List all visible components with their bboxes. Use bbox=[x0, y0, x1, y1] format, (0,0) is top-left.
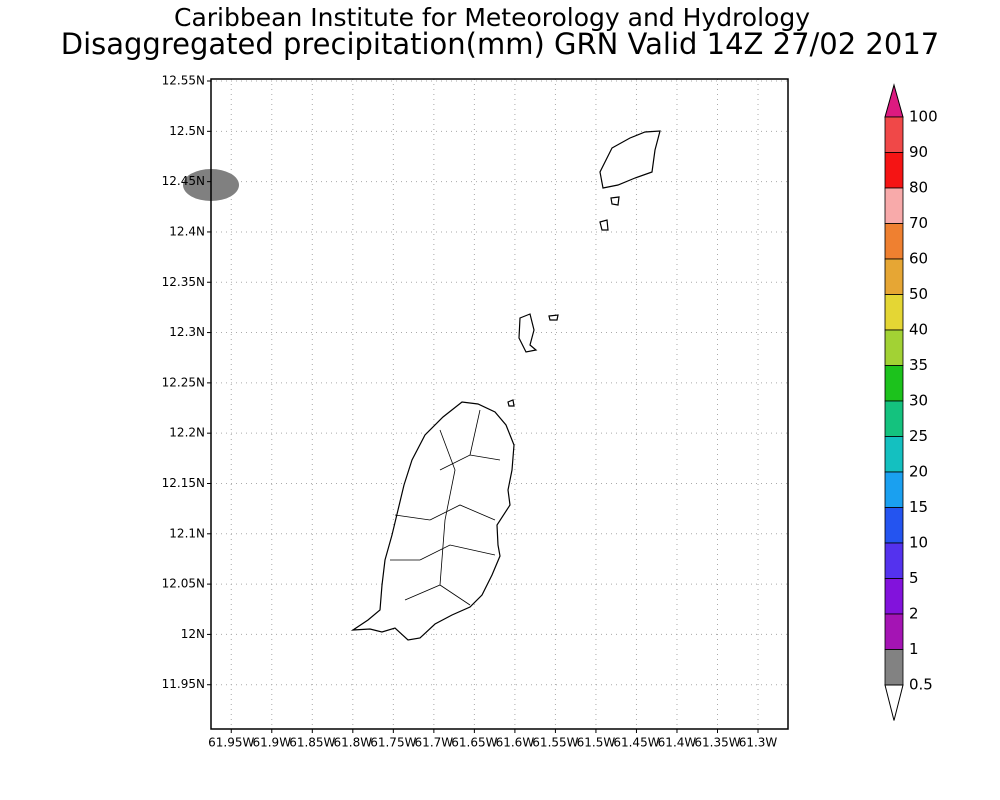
x-tick-label: 61.45W bbox=[613, 736, 659, 750]
colorbar-box bbox=[884, 116, 904, 153]
x-tick-label: 61.8W bbox=[334, 736, 373, 750]
colorbar-label: 100 bbox=[909, 108, 938, 126]
x-tick-label: 61.6W bbox=[496, 736, 535, 750]
colorbar-box bbox=[884, 152, 904, 189]
y-tick-label: 12.2N bbox=[169, 426, 205, 440]
x-tick-label: 61.55W bbox=[532, 736, 578, 750]
colorbar-box bbox=[884, 400, 904, 437]
y-tick-label: 12.4N bbox=[169, 224, 205, 238]
colorbar-triangle bbox=[884, 83, 904, 118]
colorbar-label: 70 bbox=[909, 214, 928, 232]
colorbar-label: 25 bbox=[909, 427, 928, 445]
colorbar-box bbox=[884, 187, 904, 224]
colorbar-box bbox=[884, 294, 904, 331]
x-tick-label: 61.5W bbox=[577, 736, 616, 750]
islet bbox=[548, 314, 559, 321]
colorbar-label: 15 bbox=[909, 498, 928, 516]
colorbar-box bbox=[884, 471, 904, 508]
x-tick-label: 61.4W bbox=[658, 736, 697, 750]
islet bbox=[507, 399, 515, 407]
x-tick-label: 61.85W bbox=[289, 736, 335, 750]
colorbar: 100 90 80 70 60 50 40 35 30 25 20 15 10 5 2 1 0.5 bbox=[884, 83, 938, 721]
islet bbox=[518, 313, 538, 353]
colorbar-box bbox=[884, 542, 904, 579]
y-tick-label: 11.95N bbox=[162, 677, 205, 691]
carriacou bbox=[599, 130, 661, 189]
ticks: 61.95W61.9W61.85W61.8W61.75W61.7W61.65W6… bbox=[162, 74, 778, 750]
colorbar-box bbox=[884, 578, 904, 615]
y-tick-label: 12.3N bbox=[169, 325, 205, 339]
colorbar-box bbox=[884, 365, 904, 402]
x-tick-label: 61.65W bbox=[451, 736, 497, 750]
y-tick-label: 12.5N bbox=[169, 124, 205, 138]
colorbar-label: 35 bbox=[909, 356, 928, 374]
y-tick-label: 12N bbox=[181, 627, 205, 641]
colorbar-label: 10 bbox=[909, 534, 928, 552]
x-tick-label: 61.3W bbox=[739, 736, 778, 750]
colorbar-box bbox=[884, 649, 904, 686]
colorbar-label: 90 bbox=[909, 143, 928, 161]
x-tick-label: 61.95W bbox=[208, 736, 254, 750]
y-tick-label: 12.55N bbox=[162, 74, 205, 88]
colorbar-label: 5 bbox=[909, 569, 919, 587]
colorbar-label: 0.5 bbox=[909, 676, 933, 694]
y-tick-label: 12.05N bbox=[162, 577, 205, 591]
title: Caribbean Institute for Meteorology and … bbox=[174, 3, 810, 32]
x-tick-label: 61.9W bbox=[252, 736, 291, 750]
x-tick-label: 61.75W bbox=[370, 736, 416, 750]
colorbar-box bbox=[884, 507, 904, 544]
colorbar-triangle bbox=[884, 684, 904, 721]
colorbar-label: 1 bbox=[909, 640, 919, 658]
islet bbox=[610, 196, 620, 206]
colorbar-box bbox=[884, 258, 904, 295]
y-tick-label: 12.25N bbox=[162, 375, 205, 389]
y-tick-label: 12.1N bbox=[169, 526, 205, 540]
colorbar-label: 50 bbox=[909, 285, 928, 303]
colorbar-label: 60 bbox=[909, 250, 928, 268]
subtitle: Disaggregated precipitation(mm) GRN Vali… bbox=[61, 27, 939, 61]
grenada bbox=[350, 401, 515, 641]
y-tick-label: 12.35N bbox=[162, 275, 205, 289]
colorbar-label: 40 bbox=[909, 321, 928, 339]
colorbar-box bbox=[884, 436, 904, 473]
colorbar-box bbox=[884, 329, 904, 366]
map-frame bbox=[210, 78, 789, 730]
land bbox=[183, 130, 661, 641]
y-tick-label: 12.45N bbox=[162, 174, 205, 188]
colorbar-label: 20 bbox=[909, 463, 928, 481]
parish-lines bbox=[390, 409, 501, 606]
islet bbox=[599, 219, 609, 231]
colorbar-box bbox=[884, 613, 904, 650]
colorbar-label: 30 bbox=[909, 392, 928, 410]
colorbar-label: 2 bbox=[909, 605, 919, 623]
colorbar-label: 80 bbox=[909, 179, 928, 197]
y-tick-label: 12.15N bbox=[162, 476, 205, 490]
x-tick-label: 61.7W bbox=[415, 736, 454, 750]
grid bbox=[211, 79, 788, 729]
colorbar-box bbox=[884, 223, 904, 260]
x-tick-label: 61.35W bbox=[694, 736, 740, 750]
